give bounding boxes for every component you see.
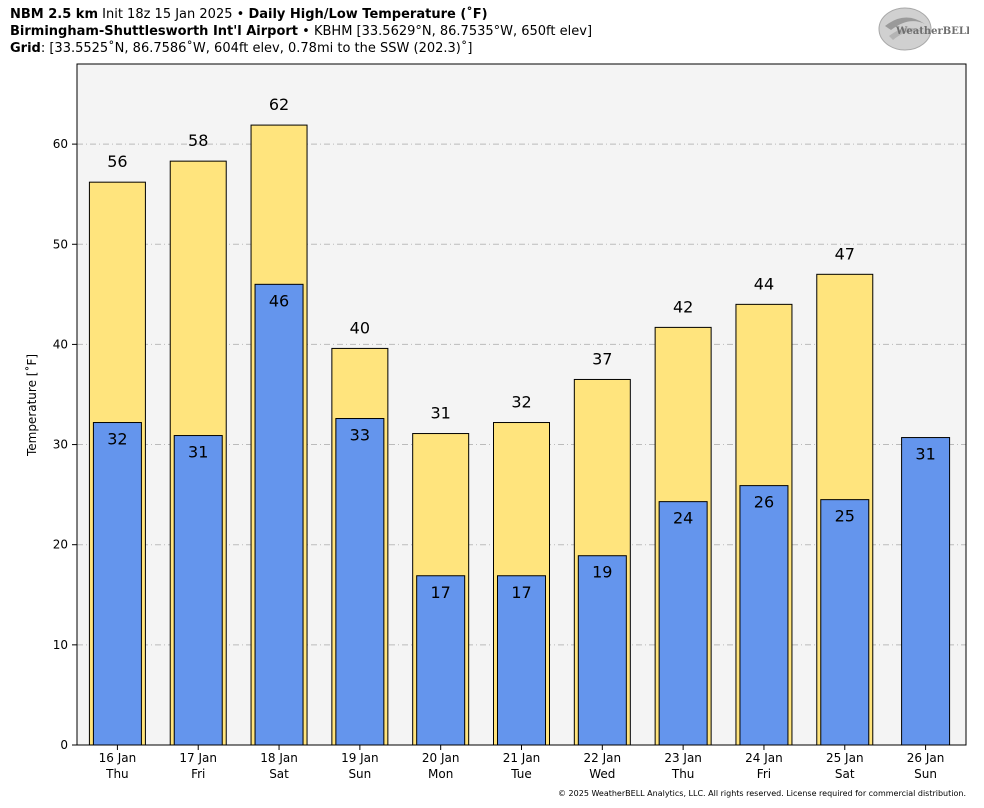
low-temp-bar (739, 485, 789, 746)
y-tick-label: 40 (53, 337, 68, 351)
low-temp-bar (901, 437, 951, 746)
x-tick-day: Sat (835, 767, 855, 781)
x-tick-day: Sun (348, 767, 371, 781)
low-temp-label: 31 (915, 445, 935, 464)
low-temp-label: 32 (107, 430, 127, 449)
separator: • (236, 7, 245, 22)
y-tick-label: 30 (53, 438, 68, 452)
x-tick-day: Thu (671, 767, 695, 781)
station-info: KBHM [33.5629°N, 86.7535°W, 650ft elev] (313, 24, 593, 39)
x-tick-date: 23 Jan (664, 751, 702, 765)
high-temp-label: 40 (350, 318, 370, 337)
weatherbell-logo: WeatherBELL (878, 7, 969, 51)
temperature-bar-chart: 56 32 58 31 62 46 40 33 31 17 32 17 37 19 42 24 44 26 47 25… (24, 63, 967, 781)
low-temp-bar (254, 283, 304, 746)
x-tick-date: 25 Jan (826, 751, 864, 765)
x-tick-date: 17 Jan (179, 751, 217, 765)
low-temp-bar (92, 422, 142, 746)
high-temp-label: 31 (431, 404, 451, 423)
x-tick-day: Sat (269, 767, 289, 781)
data-labels: 56 32 58 31 62 46 40 33 31 17 32 17 37 19 42 24 44 26 47 25… (107, 95, 936, 602)
header-line-3: Grid: [33.5525˚N, 86.7586˚W, 604ft elev,… (10, 40, 592, 57)
header-line-2: Birmingham-Shuttlesworth Int'l Airport •… (10, 23, 592, 40)
grid-info: : [33.5525˚N, 86.7586˚W, 604ft elev, 0.7… (40, 41, 473, 56)
low-temp-label: 25 (835, 507, 855, 526)
y-tick-label: 20 (53, 538, 68, 552)
x-tick-day: Fri (757, 767, 771, 781)
high-temp-label: 32 (511, 393, 531, 412)
low-temp-label: 33 (350, 426, 370, 445)
low-temp-bar (416, 575, 466, 746)
y-tick-label: 0 (60, 738, 68, 752)
x-tick-date: 21 Jan (503, 751, 541, 765)
low-temp-label: 26 (754, 493, 774, 512)
x-tick-date: 18 Jan (260, 751, 298, 765)
x-tick-date: 24 Jan (745, 751, 783, 765)
x-tick-date: 19 Jan (341, 751, 379, 765)
grid-label: Grid (10, 41, 41, 56)
low-temp-label: 24 (673, 509, 693, 528)
y-tick-label: 10 (53, 638, 68, 652)
axis-ticks: 0 10 20 30 40 50 60 16 Jan Thu 17 Jan Fri 18 Jan Sat… (53, 137, 945, 781)
low-temp-label: 17 (431, 583, 451, 602)
station-name: Birmingham-Shuttlesworth Int'l Airport (10, 24, 299, 39)
low-temp-bar (173, 435, 223, 746)
high-temp-label: 44 (754, 274, 774, 293)
x-tick-day: Wed (589, 767, 615, 781)
high-temp-label: 58 (188, 131, 208, 150)
init-time: Init 18z 15 Jan 2025 (102, 7, 233, 22)
x-tick-date: 22 Jan (584, 751, 622, 765)
high-temp-label: 42 (673, 297, 693, 316)
x-tick-day: Sun (914, 767, 937, 781)
logo-text: WeatherBELL (895, 26, 969, 37)
copyright-notice: © 2025 WeatherBELL Analytics, LLC. All r… (558, 789, 966, 798)
x-tick-day: Tue (510, 767, 532, 781)
low-temp-bar (497, 575, 546, 746)
plot-frame (76, 63, 967, 746)
product-title: Daily High/Low Temperature (˚F) (248, 7, 488, 22)
y-tick-label: 60 (53, 137, 68, 151)
x-tick-day: Mon (428, 767, 453, 781)
x-tick-date: 20 Jan (422, 751, 460, 765)
x-tick-day: Fri (191, 767, 205, 781)
high-temp-label: 62 (269, 95, 289, 114)
chart-header: NBM 2.5 km Init 18z 15 Jan 2025 • Daily … (10, 6, 592, 57)
low-temp-bar (335, 418, 385, 746)
low-temp-bar (577, 555, 627, 746)
low-temp-label: 31 (188, 443, 208, 462)
low-temp-bar (820, 499, 870, 746)
x-tick-date: 16 Jan (99, 751, 137, 765)
bars (88, 124, 951, 746)
low-temp-label: 46 (269, 291, 289, 310)
y-axis-label: Temperature [˚F] (24, 354, 39, 457)
model-name: NBM 2.5 km (10, 7, 98, 22)
high-temp-label: 37 (592, 349, 612, 368)
low-temp-label: 19 (592, 563, 612, 582)
y-tick-label: 50 (53, 237, 68, 251)
x-tick-day: Thu (105, 767, 129, 781)
separator: • (302, 24, 310, 39)
high-temp-label: 47 (835, 244, 855, 263)
header-line-1: NBM 2.5 km Init 18z 15 Jan 2025 • Daily … (10, 6, 592, 23)
high-temp-label: 56 (107, 152, 127, 171)
x-tick-date: 26 Jan (907, 751, 945, 765)
low-temp-label: 17 (511, 583, 531, 602)
low-temp-bar (658, 501, 708, 746)
